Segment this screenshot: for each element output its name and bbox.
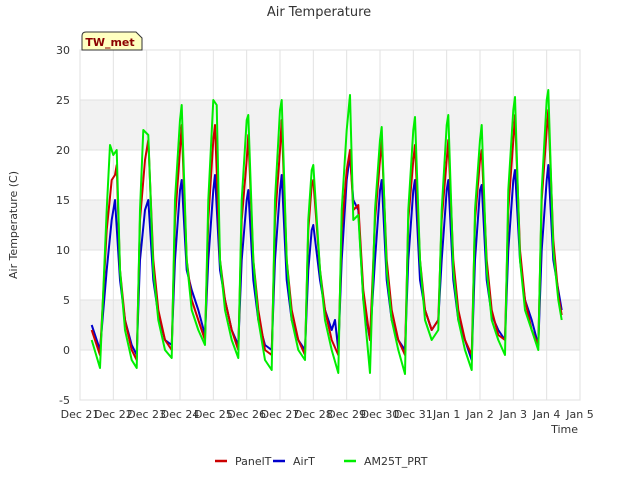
station-label-box: TW_met <box>81 31 143 51</box>
x-tick-label: Dec 31 <box>394 408 433 421</box>
x-tick-label: Jan 3 <box>499 408 527 421</box>
y-tick-label: 30 <box>56 44 70 57</box>
x-tick-label: Dec 24 <box>161 408 200 421</box>
x-tick-label: Dec 29 <box>327 408 366 421</box>
legend-item-panelt: PanelT <box>215 455 272 468</box>
chart-title: Air Temperature <box>267 5 371 20</box>
y-axis-label: Air Temperature (C) <box>7 171 20 279</box>
y-tick-label: 0 <box>63 344 70 357</box>
y-tick-label: 5 <box>63 294 70 307</box>
x-tick-label: Jan 4 <box>532 408 560 421</box>
station-label-text: TW_met <box>85 36 134 49</box>
x-tick-label: Jan 5 <box>565 408 593 421</box>
x-axis-label: Time <box>550 423 578 436</box>
series-line-am25t-prt <box>90 89 563 375</box>
series-layer <box>90 89 563 375</box>
legend-label: PanelT <box>235 455 272 468</box>
x-tick-label: Dec 30 <box>361 408 400 421</box>
x-tick-label: Dec 27 <box>261 408 300 421</box>
station-label-shape <box>81 31 143 51</box>
x-tick-label: Dec 26 <box>227 408 266 421</box>
x-tick-label: Dec 22 <box>94 408 133 421</box>
x-tick-label: Jan 1 <box>432 408 460 421</box>
y-tick-label: 25 <box>56 94 70 107</box>
y-tick-label: 10 <box>56 244 70 257</box>
x-tick-label: Dec 23 <box>127 408 166 421</box>
legend-item-airt: AirT <box>273 455 315 468</box>
grid-band <box>80 200 580 250</box>
y-tick-label: 15 <box>56 194 70 207</box>
grid-band <box>80 100 580 150</box>
legend-label: AM25T_PRT <box>364 455 428 468</box>
series-line-airt <box>90 154 563 361</box>
x-tick-label: Dec 28 <box>294 408 333 421</box>
x-tick-label: Jan 2 <box>465 408 493 421</box>
legend-item-am25t-prt: AM25T_PRT <box>344 455 428 468</box>
x-tick-label: Dec 21 <box>61 408 100 421</box>
y-tick-label: -5 <box>59 394 70 407</box>
x-tick-label: Dec 25 <box>194 408 233 421</box>
y-axis-ticks: -5 0 5 10 15 20 25 30 <box>56 44 70 407</box>
legend-label: AirT <box>293 455 315 468</box>
legend: PanelT AirT AM25T_PRT <box>215 455 428 468</box>
y-tick-label: 20 <box>56 144 70 157</box>
plot-area <box>79 49 581 401</box>
